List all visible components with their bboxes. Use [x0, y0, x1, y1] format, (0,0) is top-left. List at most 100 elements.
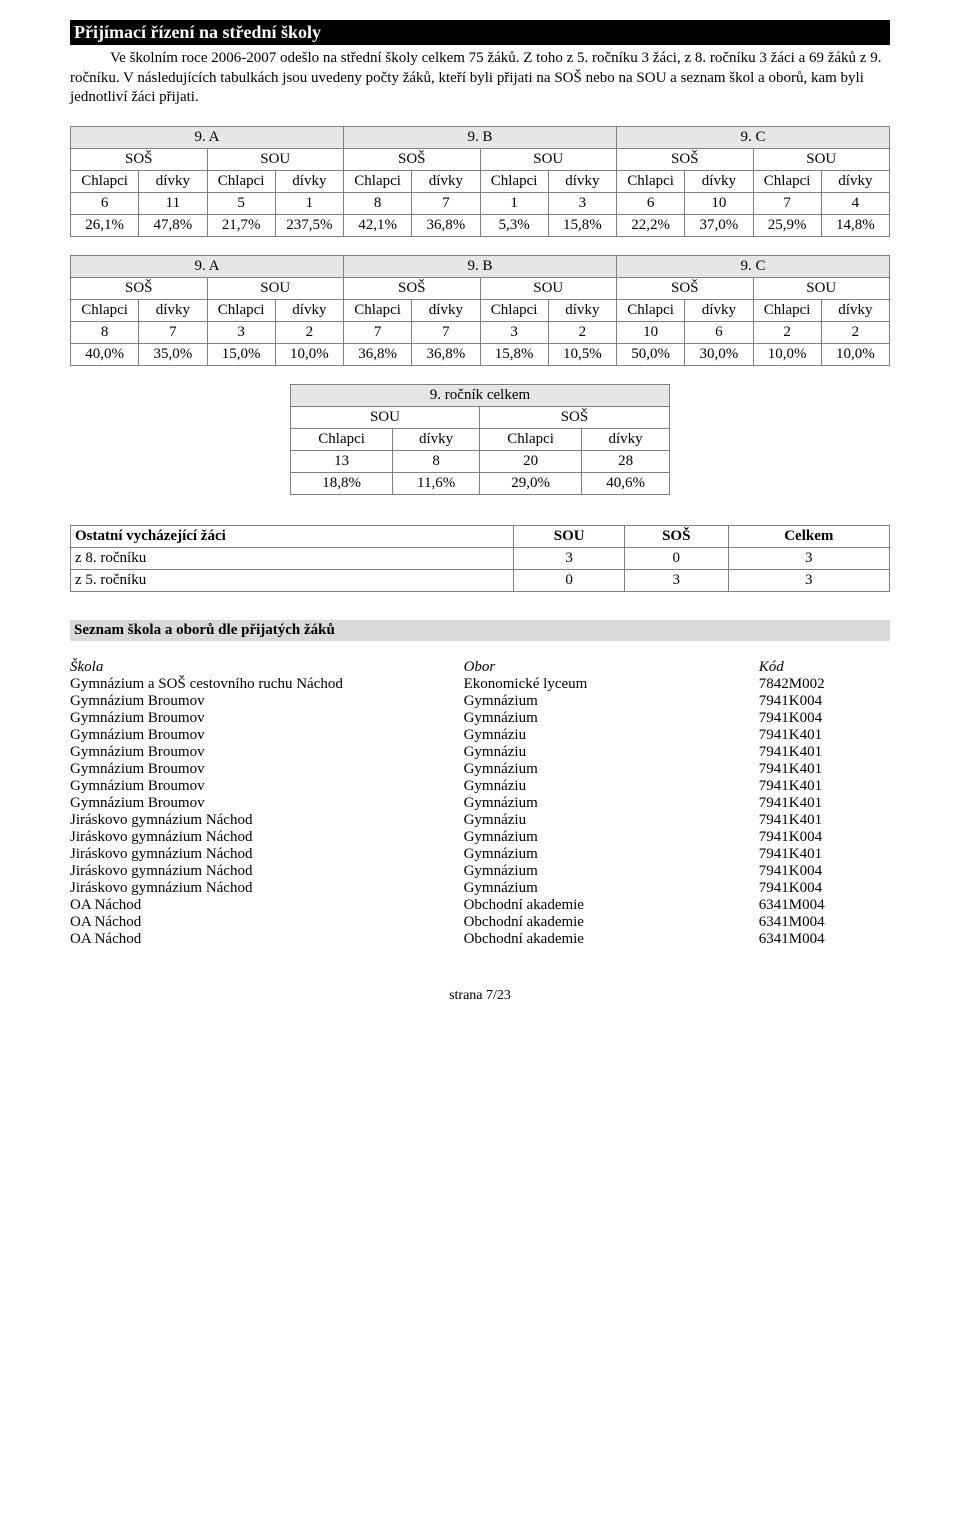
celkem-gender: Chlapci	[479, 428, 581, 450]
ostatni-header: SOŠ	[624, 525, 728, 547]
cell: 7	[412, 192, 480, 214]
cell: 3	[728, 547, 889, 569]
gender: Chlapci	[617, 170, 685, 192]
seznam-title: Seznam škola a oborů dle přijatých žáků	[70, 620, 890, 641]
seznam-cell: 7941K401	[759, 727, 890, 744]
footer: strana 7/23	[70, 988, 890, 1004]
seznam-cell: 7842M002	[759, 676, 890, 693]
gender: dívky	[412, 170, 480, 192]
gender: dívky	[275, 170, 343, 192]
cell: 42,1%	[344, 214, 412, 236]
seznam-cell: Gymnázium	[464, 710, 759, 727]
table-ostatni: Ostatní vycházející žáci SOU SOŠ Celkem …	[70, 525, 890, 592]
seznam-cell: Gymnázium Broumov	[70, 761, 464, 778]
cell: 6	[617, 192, 685, 214]
seznam-cell: 7941K004	[759, 829, 890, 846]
cell: 3	[480, 321, 548, 343]
celkem-gender: Chlapci	[291, 428, 393, 450]
seznam-cell: 7941K004	[759, 880, 890, 897]
cell: 26,1%	[71, 214, 139, 236]
seznam-cell: Gymnázium	[464, 846, 759, 863]
seznam-col: Kód	[759, 659, 890, 676]
class-header: 9. A	[71, 126, 344, 148]
cell: 3	[514, 547, 625, 569]
seznam-cell: Gymnázium	[464, 829, 759, 846]
cell: 10,0%	[821, 343, 889, 365]
seznam-cell: Gymnázium	[464, 795, 759, 812]
celkem-title: 9. ročník celkem	[291, 384, 670, 406]
cell: 6	[71, 192, 139, 214]
seznam-cell: 6341M004	[759, 914, 890, 931]
seznam-cell: 7941K004	[759, 863, 890, 880]
cell: 20	[479, 450, 581, 472]
cell: 7	[139, 321, 207, 343]
cell: 22,2%	[617, 214, 685, 236]
celkem-gender: dívky	[582, 428, 670, 450]
cell: 15,8%	[548, 214, 616, 236]
cell: 30,0%	[685, 343, 753, 365]
cell: 10,5%	[548, 343, 616, 365]
cell: 10	[685, 192, 753, 214]
cell: 11	[139, 192, 207, 214]
cell: 2	[548, 321, 616, 343]
schooltype: SOU	[753, 148, 890, 170]
cell: z 8. ročníku	[71, 547, 514, 569]
cell: 8	[71, 321, 139, 343]
schooltype: SOU	[480, 148, 617, 170]
schooltype: SOU	[207, 148, 344, 170]
seznam-cell: 7941K401	[759, 744, 890, 761]
seznam-cell: Gymnáziu	[464, 727, 759, 744]
seznam-cell: Ekonomické lyceum	[464, 676, 759, 693]
cell: 8	[393, 450, 480, 472]
seznam-cell: Jiráskovo gymnázium Náchod	[70, 880, 464, 897]
gender: Chlapci	[207, 170, 275, 192]
cell: 1	[480, 192, 548, 214]
gender: dívky	[139, 299, 207, 321]
cell: 237,5%	[275, 214, 343, 236]
seznam-cell: Jiráskovo gymnázium Náchod	[70, 829, 464, 846]
cell: 21,7%	[207, 214, 275, 236]
seznam-cell: OA Náchod	[70, 897, 464, 914]
cell: 50,0%	[617, 343, 685, 365]
seznam-cell: Gymnázium Broumov	[70, 795, 464, 812]
seznam-cell: Obchodní akademie	[464, 914, 759, 931]
cell: 0	[624, 547, 728, 569]
schooltype: SOU	[753, 277, 890, 299]
cell: 47,8%	[139, 214, 207, 236]
table-1: 9. A 9. B 9. C SOŠ SOU SOŠ SOU SOŠ SOU C…	[70, 126, 890, 237]
table-celkem: 9. ročník celkem SOU SOŠ Chlapci dívky C…	[290, 384, 670, 495]
cell: 2	[275, 321, 343, 343]
seznam-cell: Gymnáziu	[464, 744, 759, 761]
seznam-cell: Gymnázium	[464, 863, 759, 880]
seznam-col: Škola	[70, 659, 464, 676]
class-header: 9. C	[617, 255, 890, 277]
class-header: 9. B	[344, 255, 617, 277]
seznam-cell: Obchodní akademie	[464, 897, 759, 914]
seznam-cell: Jiráskovo gymnázium Náchod	[70, 812, 464, 829]
cell: 25,9%	[753, 214, 821, 236]
gender: Chlapci	[753, 299, 821, 321]
page-title: Přijímací řízení na střední školy	[70, 20, 890, 45]
seznam-cell: 7941K401	[759, 846, 890, 863]
seznam-cell: OA Náchod	[70, 931, 464, 948]
gender: Chlapci	[207, 299, 275, 321]
gender: dívky	[412, 299, 480, 321]
seznam-cell: Jiráskovo gymnázium Náchod	[70, 863, 464, 880]
cell: 36,8%	[344, 343, 412, 365]
cell: 7	[753, 192, 821, 214]
cell: 29,0%	[479, 472, 581, 494]
cell: 28	[582, 450, 670, 472]
gender: Chlapci	[753, 170, 821, 192]
cell: 13	[291, 450, 393, 472]
cell: 10,0%	[275, 343, 343, 365]
cell: 36,8%	[412, 343, 480, 365]
seznam-cell: 7941K401	[759, 812, 890, 829]
gender: dívky	[275, 299, 343, 321]
schooltype: SOU	[207, 277, 344, 299]
cell: 8	[344, 192, 412, 214]
ostatni-header: SOU	[514, 525, 625, 547]
schooltype: SOŠ	[71, 277, 208, 299]
seznam-cell: 7941K004	[759, 710, 890, 727]
gender: Chlapci	[480, 299, 548, 321]
cell: 1	[275, 192, 343, 214]
